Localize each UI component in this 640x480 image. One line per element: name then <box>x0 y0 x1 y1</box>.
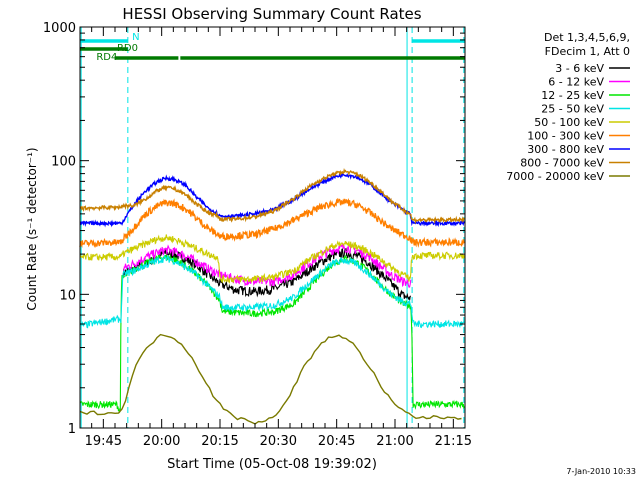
legend-label-4: 50 - 100 keV <box>534 116 604 129</box>
legend-label-2: 12 - 25 keV <box>541 89 604 102</box>
y-tick-label-2: 100 <box>51 155 76 170</box>
flag-label-n: N <box>132 32 139 43</box>
y-axis-label: Count Rate (s⁻¹ detector⁻¹) <box>25 147 39 310</box>
legend-label-6: 300 - 800 keV <box>527 143 604 156</box>
x-tick-label-0: 19:45 <box>85 434 122 449</box>
series-line-8 <box>79 333 462 425</box>
series-line-3 <box>79 254 465 329</box>
legend-header-decimation: FDecim 1, Att 0 <box>545 45 630 58</box>
data-layer <box>79 27 466 428</box>
series-line-5 <box>79 197 465 248</box>
chart-title: HESSI Observing Summary Count Rates <box>122 5 421 23</box>
series-line-4 <box>79 234 465 284</box>
x-tick-label-6: 21:15 <box>435 434 472 449</box>
x-tick-label-2: 20:15 <box>201 434 238 449</box>
y-tick-label-0: 1 <box>68 422 76 437</box>
footer-timestamp: 7-Jan-2010 10:33 <box>566 467 636 476</box>
x-tick-label-4: 20:45 <box>318 434 355 449</box>
series-line-1 <box>123 243 412 288</box>
legend-label-3: 25 - 50 keV <box>541 103 604 116</box>
x-tick-label-5: 21:00 <box>376 434 413 449</box>
flag-label-rd4: RD4 <box>96 52 117 63</box>
legend: Det 1,3,4,5,6,9, FDecim 1, Att 0 3 - 6 k… <box>506 31 630 183</box>
flag-label-rd0: RD0 <box>117 43 138 54</box>
axes: 1 10 100 1000 19:45 20:00 20:15 20:30 20:45 21:00… <box>43 21 472 449</box>
plot-frame <box>79 26 466 429</box>
y-tick-label-3: 1000 <box>43 21 76 36</box>
legend-label-7: 800 - 7000 keV <box>520 157 604 170</box>
legend-label-8: 7000 - 20000 keV <box>506 170 604 183</box>
x-axis-label: Start Time (05-Oct-08 19:39:02) <box>167 457 377 472</box>
legend-label-0: 3 - 6 keV <box>555 62 604 75</box>
legend-header-detectors: Det 1,3,4,5,6,9, <box>544 31 630 44</box>
x-tick-label-3: 20:30 <box>260 434 297 449</box>
y-tick-label-1: 10 <box>59 288 76 303</box>
legend-label-1: 6 - 12 keV <box>548 76 604 89</box>
series-line-7 <box>79 167 465 225</box>
legend-label-5: 100 - 300 keV <box>527 130 604 143</box>
series-line-0 <box>122 247 412 301</box>
x-tick-label-1: 20:00 <box>143 434 180 449</box>
